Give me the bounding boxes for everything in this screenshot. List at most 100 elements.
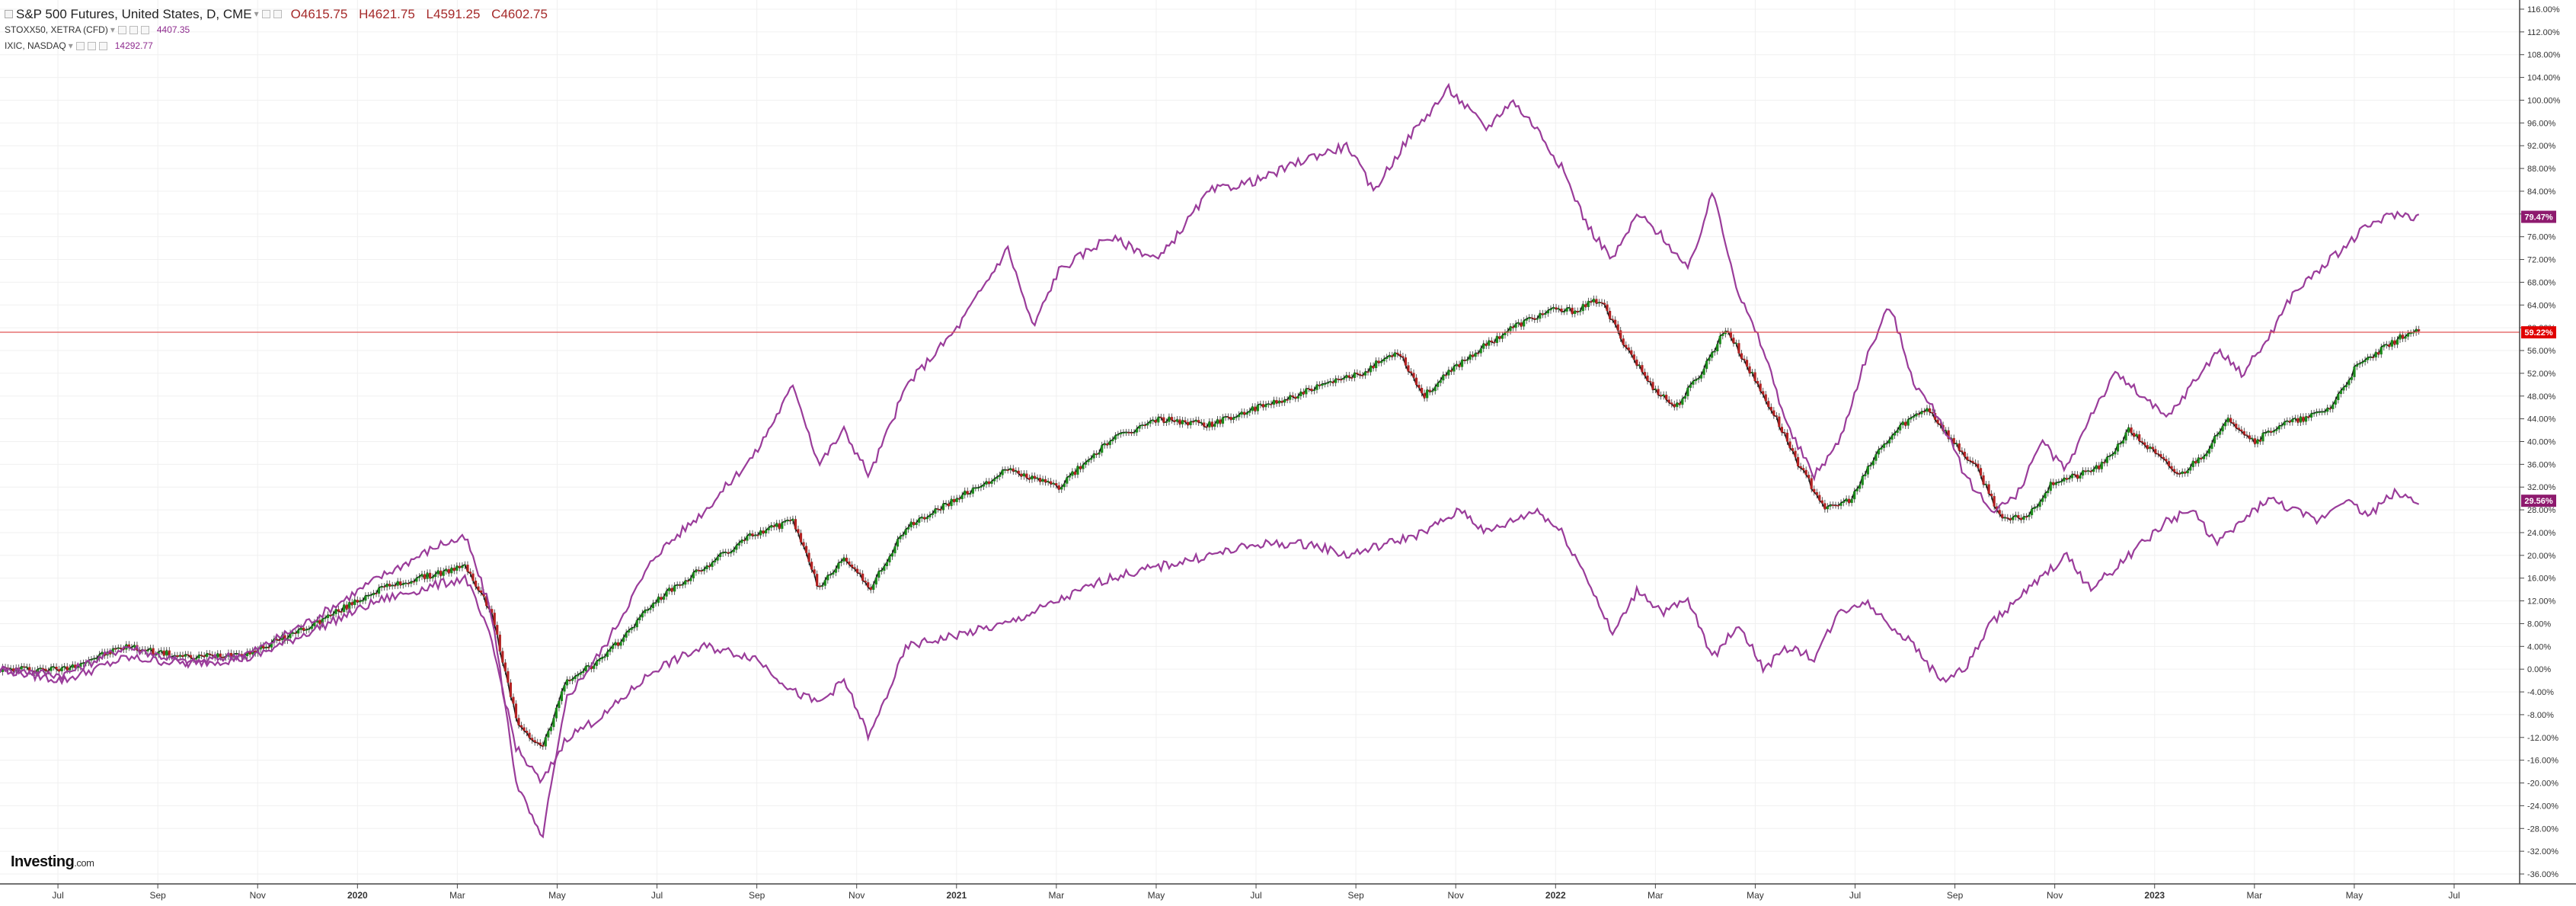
candle-body [1711,352,1714,358]
close-square-icon[interactable] [98,42,107,50]
candle-body [1071,471,1074,476]
candle-body [1385,357,1389,359]
candle-body [251,650,254,655]
candle-body [743,539,746,541]
candle-body [818,586,821,587]
close-square-icon[interactable] [140,26,149,34]
visibility-square-icon[interactable] [75,42,85,50]
candle-body [2149,447,2152,450]
candle-body [348,602,351,610]
candle-body [2178,473,2181,475]
candle-body [474,581,478,587]
candle-body [2304,416,2308,422]
candle-body [1197,420,1200,423]
candle-body [1455,363,1459,367]
candle-body [2245,434,2248,436]
candle-body [1753,372,1756,382]
candle-body [2256,439,2259,444]
candle-body [2251,438,2254,440]
candle-body [2205,453,2208,456]
candle-body [1727,331,1730,332]
candle-body [176,655,179,657]
close-square-icon[interactable] [273,10,282,18]
x-axis[interactable]: Jul Sep Nov 2020 Mar May Jul Sep Nov 2021 Mar May Ju… [52,884,2460,901]
settings-square-icon[interactable] [129,26,138,34]
candle-body [361,600,364,602]
candle-body [1955,443,1958,445]
chevron-down-icon[interactable]: ▾ [68,40,73,51]
candle-body [248,651,251,655]
candle-body [2369,357,2372,358]
candle-body [447,568,450,574]
candle-body [366,595,370,597]
candle-body [431,577,434,578]
candle-body [2165,459,2168,462]
candle-body [1031,475,1034,480]
legend-compare-2[interactable]: IXIC, NASDAQ ▾ 14292.77 [5,38,555,54]
candle-body [923,517,926,520]
candle-body [1028,478,1031,480]
candle-body [1482,343,1485,349]
candle-body [1302,392,1305,395]
candle-body [2270,431,2273,433]
visibility-square-icon[interactable] [117,26,126,34]
chevron-down-icon[interactable]: ▾ [110,24,115,35]
collapse-square-icon[interactable] [5,10,13,18]
candle-body [1458,363,1461,367]
candle-body [2296,418,2300,423]
candle-body [990,481,993,484]
candle-body [2415,329,2418,333]
candle-body [1678,402,1681,405]
legend-compare-1[interactable]: STOXX50, XETRA (CFD) ▾ 4407.35 [5,22,555,38]
candle-body [407,583,410,584]
candle-body [41,667,45,670]
candle-body [90,659,93,661]
candle-body [1826,506,1830,510]
candle-body [1625,344,1628,348]
candle-body [1721,334,1724,336]
main-series-name: S&P 500 Futures, United States, D, CME [16,7,252,21]
candle-body [1353,373,1356,378]
candle-body [670,587,673,592]
candle-body [1791,448,1795,451]
candle-body [1931,411,1934,414]
candle-body [1788,441,1791,449]
settings-square-icon[interactable] [261,10,270,18]
candle-body [501,651,504,663]
candle-body [394,585,397,587]
candle-body [695,569,698,573]
candle-body [2258,439,2262,442]
candle-body [2070,474,2074,479]
candle-body [1460,360,1464,367]
candle-body [2170,466,2173,469]
y-tick-label: -16.00% [2527,757,2558,766]
candle-body [1899,424,1902,431]
candle-body [523,727,526,731]
y-tick-label: 68.00% [2527,278,2556,287]
candle-body [1831,504,1835,506]
settings-square-icon[interactable] [87,42,96,50]
candle-body [496,625,499,635]
candle-body [1734,343,1738,344]
candle-body [1444,375,1447,376]
candle-body [1073,471,1077,475]
legend-main-series[interactable]: S&P 500 Futures, United States, D, CME ▾… [5,6,555,22]
candle-body [2395,339,2399,345]
candle-body [1705,360,1708,370]
candle-body [2030,508,2034,516]
candle-body [1326,383,1329,384]
candle-body [216,653,219,658]
x-tick-label: Mar [2246,890,2262,901]
candle-body [1143,424,1146,427]
candle-body [111,648,114,655]
candle-body [1845,498,1848,502]
candle-body [1472,354,1475,357]
candle-body [684,581,687,585]
candle-body [514,703,518,719]
candle-body [1511,326,1515,328]
candle-body [246,651,249,657]
chevron-down-icon[interactable]: ▾ [254,8,259,19]
candle-body [1127,432,1130,434]
